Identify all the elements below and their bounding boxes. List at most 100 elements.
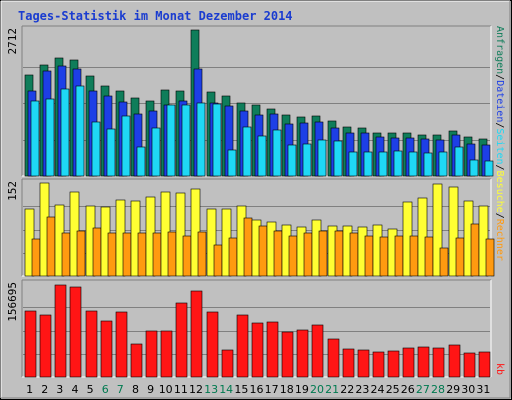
- panel-3: 156695: [6, 279, 492, 378]
- x-tick-label: 29: [446, 383, 460, 396]
- bar-sites-day-31: [485, 238, 495, 277]
- bar-pages-day-24: [378, 151, 388, 177]
- bar-visits-day-28: [432, 183, 443, 277]
- bar-sites-day-27: [424, 236, 434, 277]
- bar-sites-day-19: [303, 232, 313, 277]
- bar-kb-day-15: [236, 314, 249, 378]
- legend-separator: /: [494, 74, 505, 80]
- bar-kb-day-30: [463, 352, 476, 378]
- x-tick-label: 28: [431, 383, 445, 396]
- bar-sites-day-24: [379, 236, 389, 277]
- bar-pages-day-8: [136, 146, 146, 177]
- x-tick-label: 31: [476, 383, 490, 396]
- bar-kb-day-22: [342, 348, 355, 378]
- bar-sites-day-28: [439, 247, 449, 277]
- bar-sites-day-18: [288, 235, 298, 277]
- bar-sites-day-14: [228, 237, 238, 277]
- bar-sites-day-2: [46, 216, 56, 277]
- y-max-label: 156695: [6, 282, 19, 322]
- legend-separator: /: [494, 165, 505, 171]
- y-max-label: 2712: [6, 28, 19, 55]
- bar-kb-day-20: [311, 324, 324, 378]
- bar-pages-day-2: [45, 98, 55, 177]
- x-tick-label: 9: [147, 383, 154, 396]
- bar-pages-day-25: [393, 150, 403, 177]
- bar-pages-day-14: [227, 149, 237, 177]
- bar-kb-day-26: [402, 347, 415, 378]
- bar-sites-day-22: [349, 232, 359, 277]
- legend-entry-visits: Besuche: [494, 171, 505, 213]
- bar-pages-day-9: [151, 127, 161, 177]
- bar-kb-day-3: [54, 284, 67, 378]
- bar-pages-day-30: [469, 159, 479, 177]
- x-tick-label: 24: [371, 383, 385, 396]
- bar-sites-day-21: [334, 230, 344, 277]
- side-legend: Anfragen/Dateien/Seiten/Besuche/Rechnerk…: [494, 26, 505, 375]
- x-tick-label: 23: [355, 383, 369, 396]
- bar-pages-day-7: [121, 115, 131, 177]
- panel-2: 152: [6, 178, 495, 277]
- x-tick-label: 17: [265, 383, 279, 396]
- bar-pages-day-28: [438, 151, 448, 177]
- bar-pages-day-6: [106, 128, 116, 177]
- x-tick-label: 6: [102, 383, 109, 396]
- bar-sites-day-10: [167, 231, 177, 277]
- bar-visits-day-29: [448, 186, 459, 277]
- bar-pages-day-17: [272, 129, 282, 177]
- bar-kb-day-31: [478, 351, 491, 378]
- bar-kb-day-29: [448, 344, 461, 378]
- panels-group: 2712 152 156695: [6, 25, 495, 378]
- x-tick-label: 27: [416, 383, 430, 396]
- x-tick-label: 25: [386, 383, 400, 396]
- bar-sites-day-12: [197, 231, 207, 277]
- bar-kb-day-11: [175, 302, 188, 378]
- bar-sites-day-3: [61, 232, 71, 277]
- legend-entry-sites: Rechner: [494, 219, 505, 261]
- bar-kb-day-21: [327, 338, 340, 378]
- bar-pages-day-20: [317, 139, 327, 177]
- legend-separator: /: [494, 122, 505, 128]
- x-tick-label: 15: [234, 383, 248, 396]
- x-tick-label: 18: [280, 383, 294, 396]
- bar-sites-day-8: [137, 232, 147, 277]
- x-tick-label: 30: [461, 383, 475, 396]
- bar-pages-day-12: [196, 102, 206, 177]
- bar-sites-day-1: [31, 238, 41, 277]
- bar-pages-day-5: [91, 121, 101, 177]
- bar-pages-day-10: [166, 104, 176, 177]
- bar-pages-day-4: [75, 85, 85, 177]
- bar-kb-day-28: [432, 347, 445, 378]
- x-tick-label: 8: [132, 383, 139, 396]
- x-tick-label: 16: [250, 383, 264, 396]
- x-tick-label: 21: [325, 383, 339, 396]
- legend-separator: /: [494, 213, 505, 219]
- x-tick-label: 7: [117, 383, 124, 396]
- bar-kb-day-9: [145, 330, 158, 378]
- bar-pages-day-1: [30, 100, 40, 177]
- x-tick-label: 19: [295, 383, 309, 396]
- bar-pages-day-26: [408, 151, 418, 177]
- legend-entry-pages: Seiten: [494, 128, 505, 164]
- bar-kb-day-17: [266, 321, 279, 378]
- bar-sites-day-6: [107, 232, 117, 277]
- bar-sites-day-11: [182, 235, 192, 277]
- bar-sites-day-30: [470, 223, 480, 277]
- bar-sites-day-16: [258, 225, 268, 277]
- bar-kb-day-5: [85, 310, 98, 378]
- bar-kb-day-27: [417, 346, 430, 378]
- bar-kb-day-13: [206, 311, 219, 378]
- bar-pages-day-19: [302, 143, 312, 177]
- bar-kb-day-2: [39, 314, 52, 378]
- bar-pages-day-23: [363, 151, 373, 177]
- bar-kb-day-19: [296, 329, 309, 378]
- chart-title: Tages-Statistik im Monat Dezember 2014: [18, 9, 293, 23]
- bar-pages-day-27: [423, 152, 433, 177]
- bar-kb-day-10: [160, 330, 173, 378]
- bar-visits-day-11: [175, 192, 186, 277]
- bar-kb-day-18: [281, 331, 294, 378]
- bar-pages-day-13: [212, 103, 222, 177]
- bar-kb-day-24: [372, 351, 385, 378]
- x-tick-label: 20: [310, 383, 324, 396]
- bar-sites-day-20: [318, 230, 328, 277]
